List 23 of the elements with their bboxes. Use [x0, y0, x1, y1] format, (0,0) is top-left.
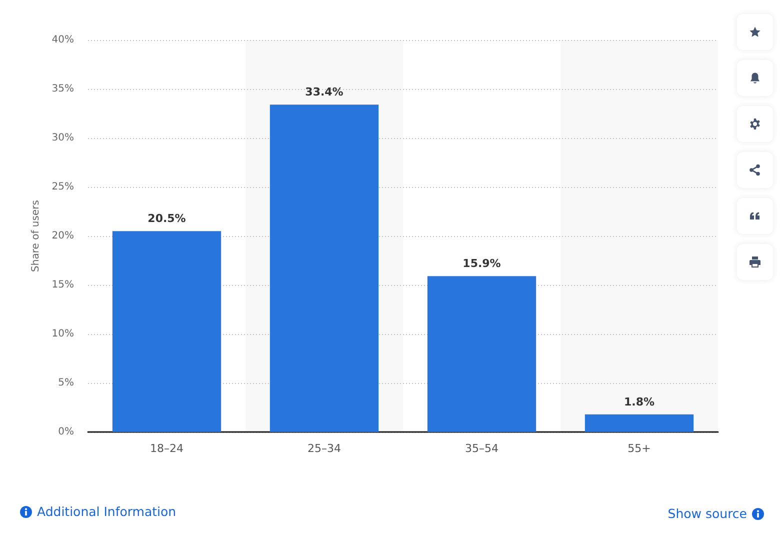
x-tick-label: 25–34 — [308, 442, 341, 455]
y-tick-label: 5% — [58, 378, 74, 388]
y-tick-label: 25% — [52, 182, 74, 192]
bar — [112, 231, 222, 432]
y-axis-title: Share of users — [30, 200, 42, 272]
y-tick-label: 0% — [58, 426, 74, 438]
x-tick-label: 35–54 — [465, 442, 498, 455]
y-tick-label: 40% — [52, 34, 74, 46]
text: Additional Information — [37, 504, 176, 519]
data-label: 33.4% — [305, 86, 344, 99]
data-label: 1.8% — [624, 395, 655, 408]
y-tick-label: 35% — [52, 84, 74, 94]
y-tick-label: 15% — [52, 280, 74, 290]
data-label: 15.9% — [462, 257, 501, 270]
bar — [427, 276, 536, 432]
text: Show source — [668, 506, 747, 521]
y-tick-label: 20% — [52, 230, 74, 242]
bar — [584, 414, 694, 432]
x-tick-label: 18–24 — [150, 442, 184, 455]
x-tick-label: 55+ — [628, 442, 651, 455]
y-tick-label: 30% — [52, 132, 74, 144]
y-tick-label: 10% — [52, 328, 74, 340]
data-label: 20.5% — [148, 212, 186, 226]
